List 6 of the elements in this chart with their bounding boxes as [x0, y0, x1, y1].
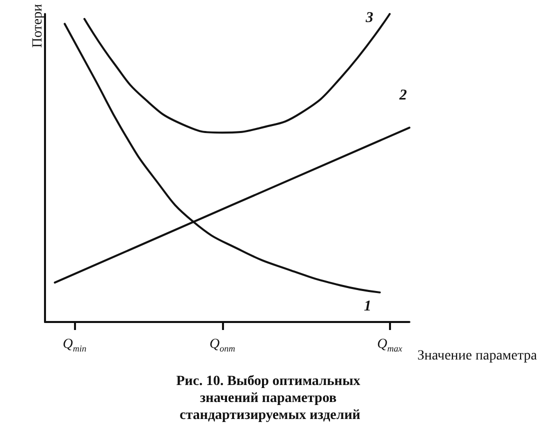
series-label: 3: [364, 10, 374, 26]
y-axis-title: Потери: [30, 3, 46, 48]
x-axis-title: Значение параметра: [417, 348, 538, 364]
series-label: 2: [398, 88, 408, 104]
text: Рис. 10. Выбор оптимальных значений параметров стандартизируемых изделий: [176, 374, 364, 423]
series-label: 1: [364, 298, 372, 314]
